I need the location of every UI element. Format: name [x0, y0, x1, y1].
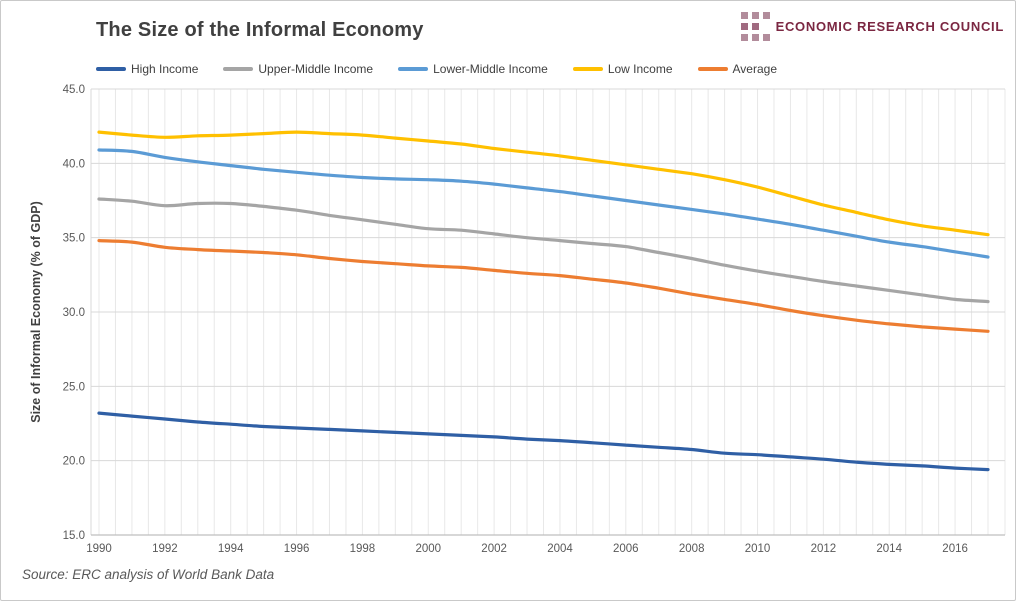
logo-square	[751, 12, 759, 19]
y-tick-label: 45.0	[63, 84, 85, 96]
legend-label: Upper-Middle Income	[258, 62, 374, 76]
y-tick-label: 35.0	[63, 233, 85, 245]
page-title: The Size of the Informal Economy	[96, 19, 424, 41]
y-tick-label: 15.0	[63, 530, 85, 542]
legend-label: High Income	[131, 62, 199, 76]
logo-text: ECONOMIC RESEARCH COUNCIL	[775, 19, 1004, 34]
x-tick-label: 2012	[811, 543, 837, 555]
y-tick-label: 40.0	[63, 158, 85, 170]
horizontal-gridlines	[91, 88, 1005, 536]
x-tick-label: 1990	[86, 543, 112, 555]
x-tick-label: 2004	[547, 543, 573, 555]
x-tick-label: 2006	[613, 543, 639, 555]
logo-square	[740, 12, 748, 19]
logo-square	[751, 23, 759, 30]
y-tick-label: 30.0	[63, 307, 85, 319]
legend-swatch-upper-middle-income	[223, 67, 254, 71]
legend-label: Low Income	[607, 62, 673, 76]
logo-square	[740, 34, 748, 41]
legend-item-upper-middle-income: Upper-Middle Income	[223, 62, 373, 76]
series-line-lower-middle-income	[97, 148, 990, 259]
x-tick-label: 1998	[350, 543, 376, 555]
logo-square	[740, 23, 748, 30]
series-line-high-income	[97, 411, 990, 472]
y-axis-tick-labels: 45.0 40.0 35.0 30.0 25.0 20.0 15.0	[63, 84, 85, 542]
x-tick-label: 2014	[876, 543, 902, 555]
legend-item-lower-middle-income: Lower-Middle Income	[398, 62, 548, 76]
x-tick-label: 1996	[284, 543, 310, 555]
legend-item-high-income: High Income	[96, 62, 198, 76]
x-tick-label: 2008	[679, 543, 705, 555]
x-tick-label: 1994	[218, 543, 244, 555]
x-axis-tick-labels: 1990 1992 1994 1996 1998 2000 2002 2004 2006 2008…	[86, 543, 968, 555]
legend-label: Average	[732, 62, 777, 76]
series-lines	[97, 130, 990, 472]
y-tick-label: 25.0	[63, 381, 85, 393]
x-tick-label: 2016	[942, 543, 968, 555]
chart-legend: High Income Upper-Middle Income Lower-Midd…	[96, 62, 777, 76]
y-axis-title: Size of Informal Economy (% of GDP)	[29, 201, 43, 423]
legend-item-average: Average	[697, 62, 777, 76]
legend-swatch-high-income	[96, 67, 126, 71]
source-note: Source: ERC analysis of World Bank Data	[22, 567, 275, 582]
x-tick-label: 2002	[481, 543, 507, 555]
legend-item-low-income: Low Income	[572, 62, 673, 76]
legend-label: Lower-Middle Income	[433, 62, 548, 76]
y-tick-label: 20.0	[63, 456, 85, 468]
legend-swatch-lower-middle-income	[398, 67, 429, 71]
legend-swatch-low-income	[572, 67, 603, 71]
logo-square	[762, 12, 770, 19]
x-tick-label: 2010	[745, 543, 771, 555]
series-line-average	[97, 239, 990, 333]
x-tick-label: 1992	[152, 543, 178, 555]
logo-square	[751, 34, 759, 41]
series-line-low-income	[97, 130, 990, 237]
series-line-upper-middle-income	[97, 197, 990, 304]
legend-swatch-average	[697, 67, 728, 71]
erc-logo: ECONOMIC RESEARCH COUNCIL	[740, 12, 1004, 41]
squares-grid-icon	[740, 12, 770, 41]
x-tick-label: 2000	[416, 543, 442, 555]
logo-square	[762, 34, 770, 41]
